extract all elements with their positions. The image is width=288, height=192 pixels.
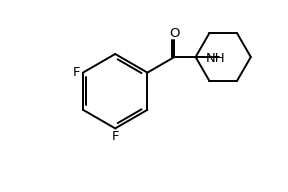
Text: F: F <box>111 130 119 143</box>
Text: O: O <box>169 27 180 40</box>
Text: F: F <box>73 66 80 79</box>
Text: NH: NH <box>206 52 225 65</box>
